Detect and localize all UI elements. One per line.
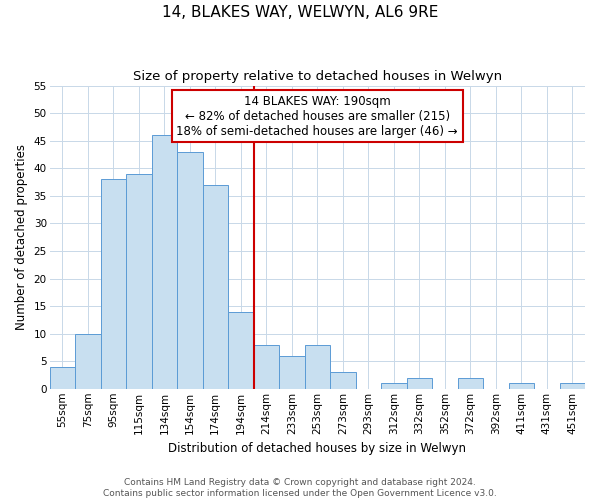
Bar	[254, 344, 279, 389]
Bar	[101, 180, 126, 389]
Text: 14, BLAKES WAY, WELWYN, AL6 9RE: 14, BLAKES WAY, WELWYN, AL6 9RE	[162, 5, 438, 20]
X-axis label: Distribution of detached houses by size in Welwyn: Distribution of detached houses by size …	[168, 442, 466, 455]
Bar	[152, 135, 177, 389]
Bar	[560, 384, 585, 389]
Bar	[509, 384, 534, 389]
Bar	[279, 356, 305, 389]
Y-axis label: Number of detached properties: Number of detached properties	[15, 144, 28, 330]
Bar	[126, 174, 152, 389]
Bar	[458, 378, 483, 389]
Text: Contains HM Land Registry data © Crown copyright and database right 2024.
Contai: Contains HM Land Registry data © Crown c…	[103, 478, 497, 498]
Bar	[203, 185, 228, 389]
Bar	[50, 366, 75, 389]
Bar	[330, 372, 356, 389]
Bar	[381, 384, 407, 389]
Bar	[75, 334, 101, 389]
Bar	[407, 378, 432, 389]
Bar	[228, 312, 254, 389]
Text: 14 BLAKES WAY: 190sqm
← 82% of detached houses are smaller (215)
18% of semi-det: 14 BLAKES WAY: 190sqm ← 82% of detached …	[176, 94, 458, 138]
Bar	[305, 344, 330, 389]
Bar	[177, 152, 203, 389]
Title: Size of property relative to detached houses in Welwyn: Size of property relative to detached ho…	[133, 70, 502, 83]
